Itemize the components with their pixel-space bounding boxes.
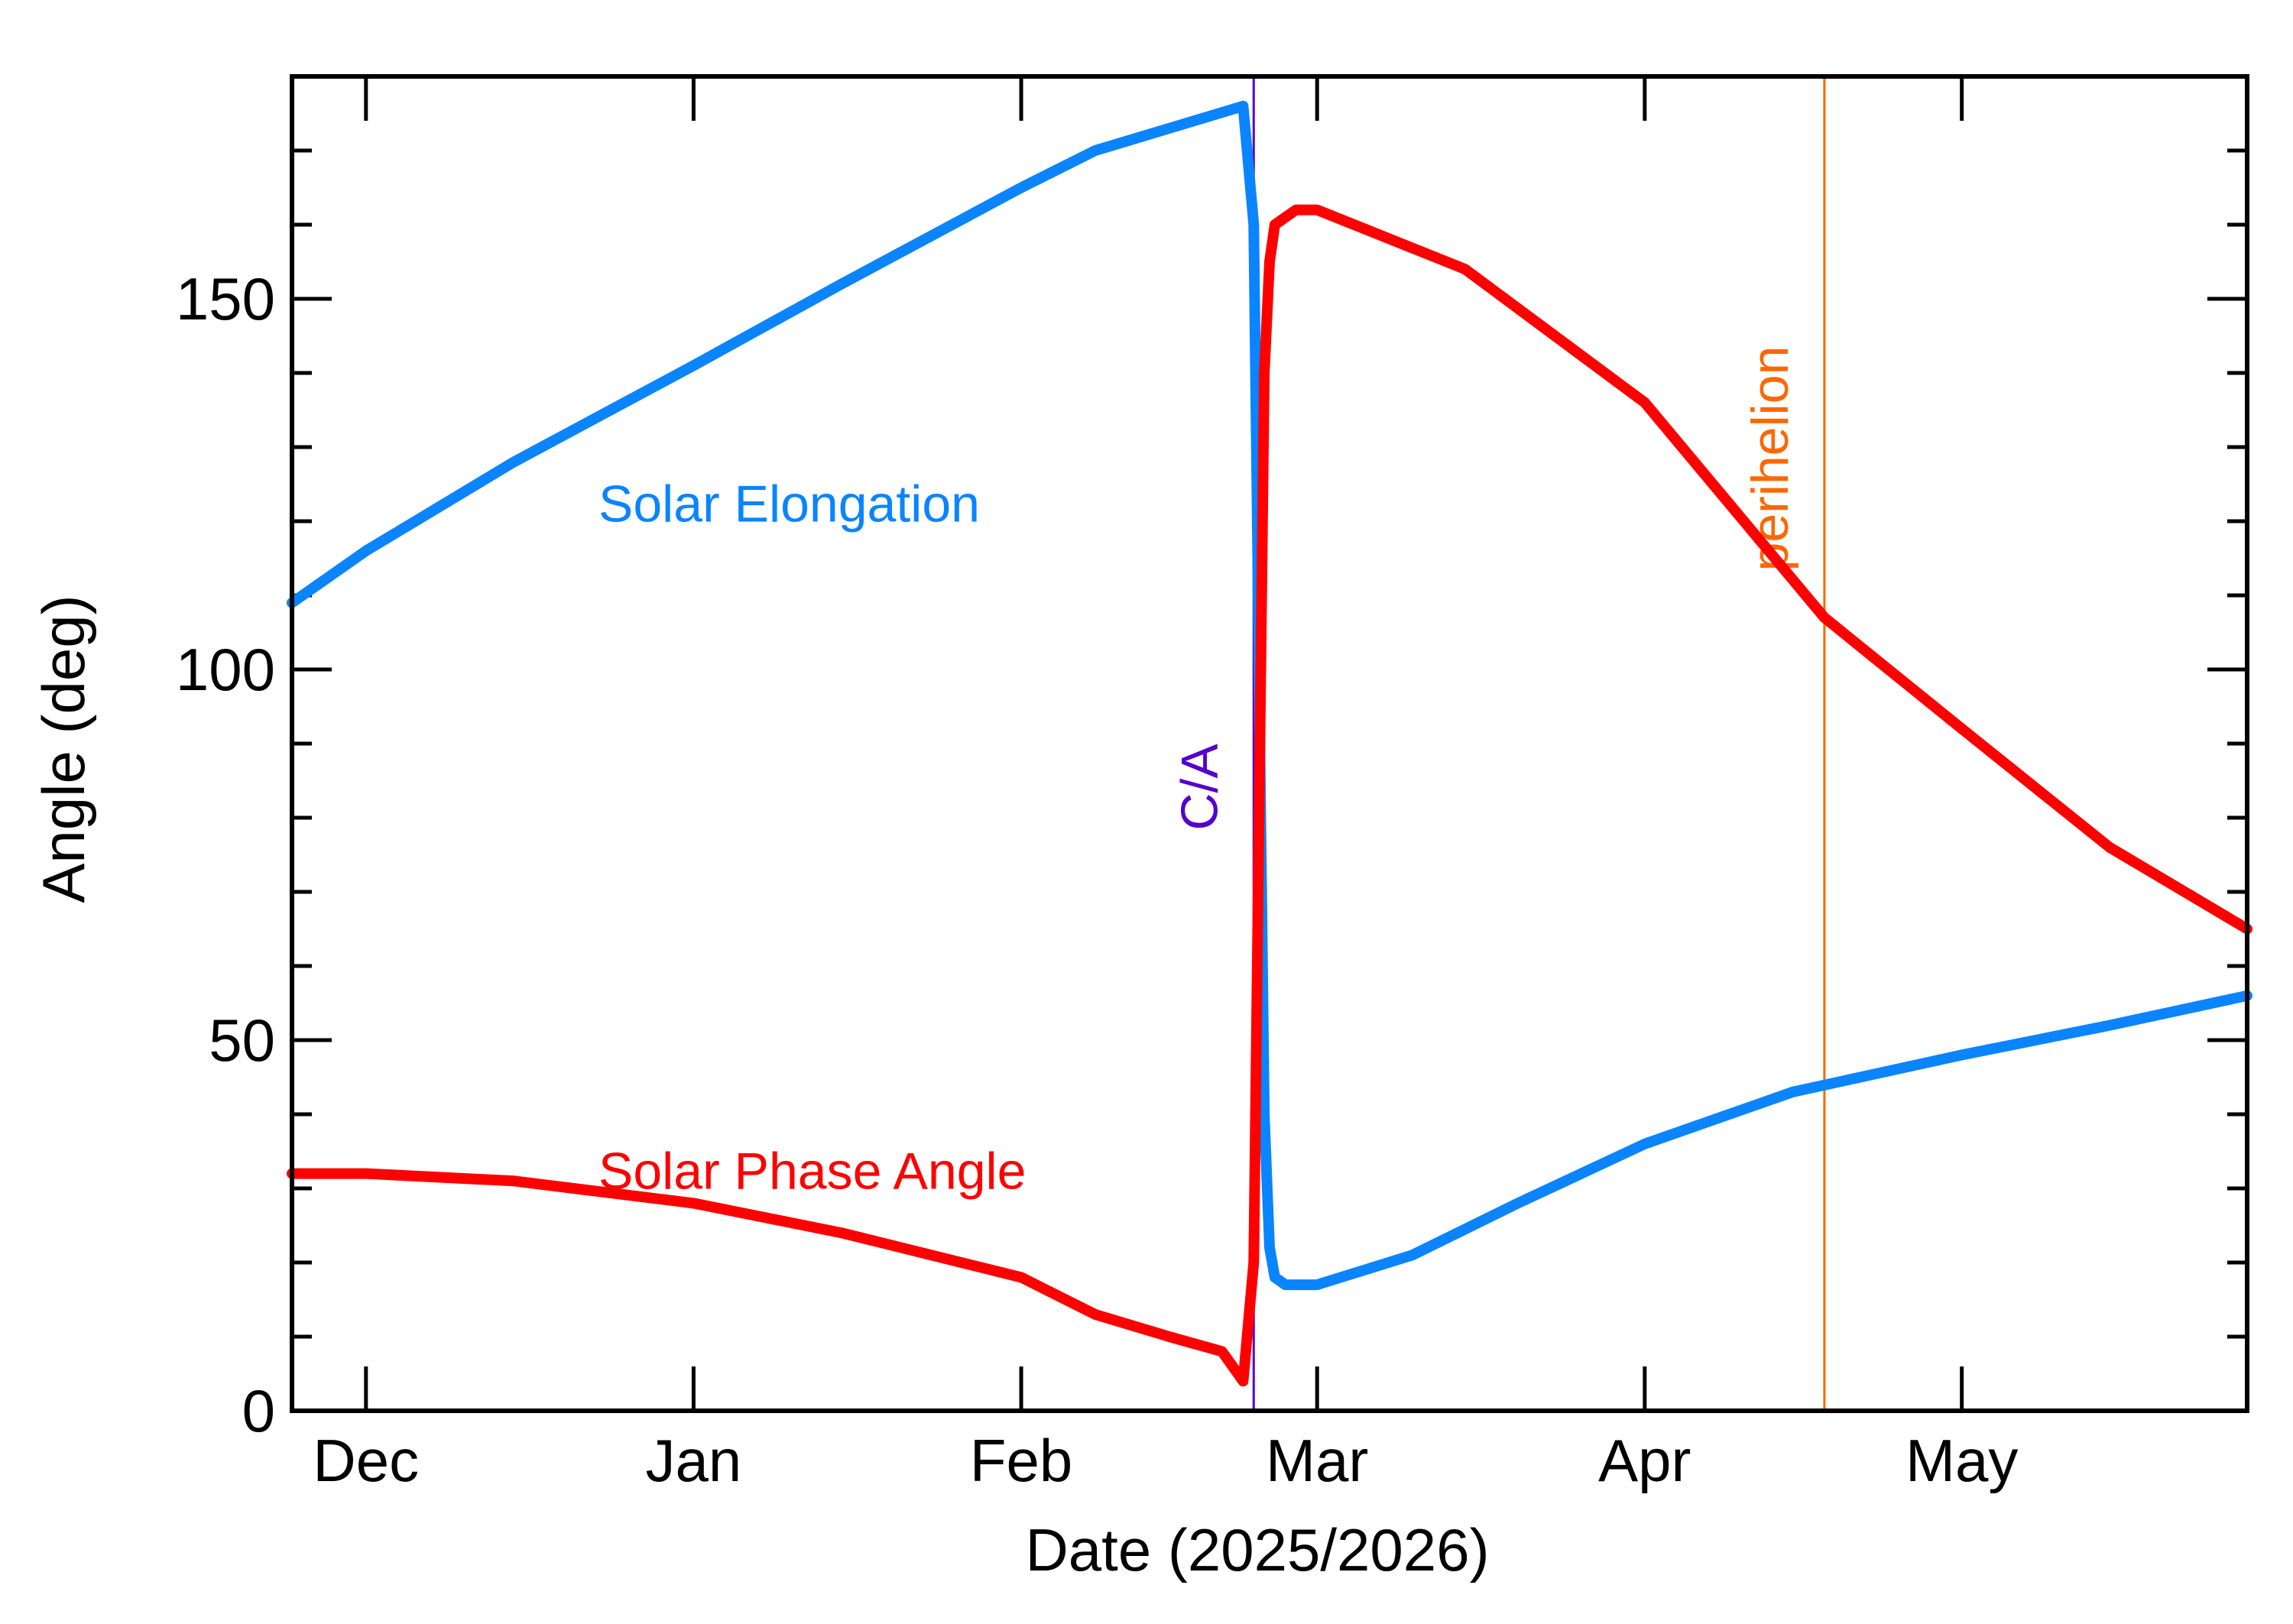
- series-line: [287, 204, 2252, 1387]
- plot-frame: [290, 74, 2249, 1413]
- x-tick-label: Apr: [1598, 1427, 1691, 1494]
- x-tick-label: Feb: [970, 1427, 1072, 1494]
- series-label: Solar Elongation: [598, 475, 980, 533]
- plot-area: 0 50 100 150 Dec Jan Feb Mar Apr May C/A perihelion…: [176, 74, 2252, 1494]
- x-tick-label: May: [1905, 1427, 2018, 1494]
- series-label: Solar Phase Angle: [598, 1143, 1026, 1201]
- y-tick-label: 100: [176, 636, 275, 703]
- marker-label: C/A: [1170, 744, 1228, 831]
- marker-label: perihelion: [1741, 346, 1799, 572]
- y-tick-label: 150: [176, 265, 275, 332]
- x-axis-title: Date (2025/2026): [1025, 1516, 1489, 1583]
- x-tick-label: Mar: [1266, 1427, 1368, 1494]
- x-tick-label: Jan: [646, 1427, 742, 1494]
- series-line: [287, 100, 2252, 1291]
- y-tick-label: 0: [242, 1377, 275, 1444]
- y-axis-title-group: Angle (deg): [30, 595, 97, 903]
- x-tick-label: Dec: [313, 1427, 419, 1494]
- y-tick-label: 50: [209, 1006, 275, 1074]
- y-axis-title: Angle (deg): [30, 595, 97, 903]
